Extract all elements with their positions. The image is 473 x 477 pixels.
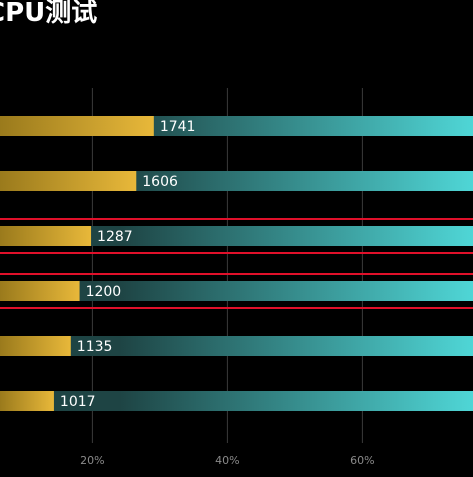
bar-value (0, 226, 92, 246)
bar-track (0, 336, 473, 356)
bar-value-label: 1741 (160, 119, 196, 135)
bar-value (0, 116, 154, 136)
bar-value-label: 1017 (60, 394, 96, 410)
bar-value (0, 171, 137, 191)
bar-value-label: 1135 (77, 339, 113, 355)
x-tick-label: 60% (350, 454, 374, 467)
bar-value-label: 1287 (97, 229, 133, 245)
bar-value (0, 391, 54, 411)
x-tick-label: 40% (215, 454, 239, 467)
bar-value-label: 1200 (86, 284, 122, 300)
bar-track (0, 226, 473, 246)
bar-value (0, 281, 80, 301)
bar-track (0, 281, 473, 301)
bar-value (0, 336, 71, 356)
bar-value-label: 1606 (142, 174, 178, 190)
chart-title: CPU测试 (0, 0, 98, 28)
bar-track (0, 391, 473, 411)
x-tick-label: 20% (80, 454, 104, 467)
